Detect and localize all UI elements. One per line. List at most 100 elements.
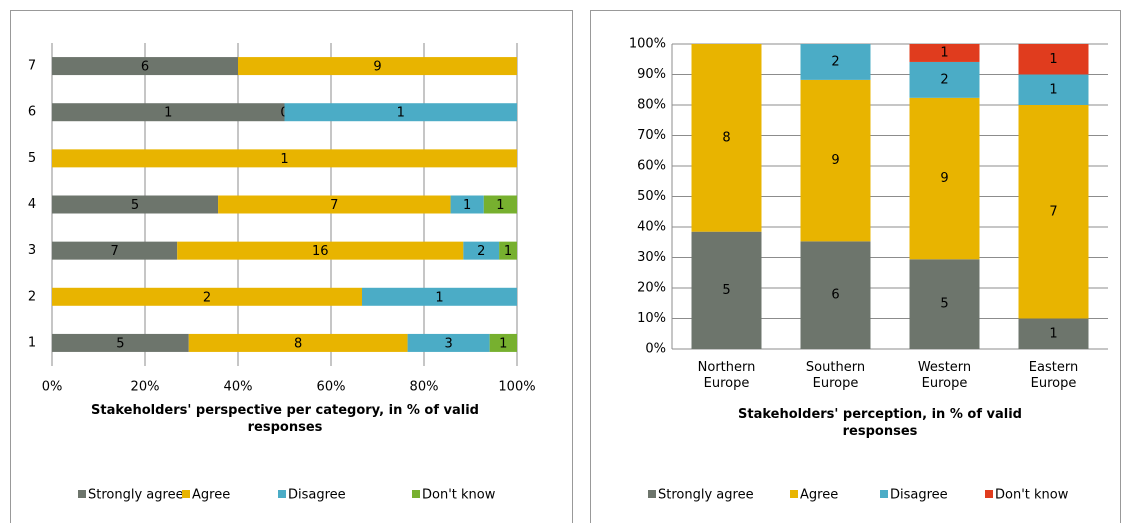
legend-swatch — [278, 490, 286, 498]
y-tick-label: 90% — [637, 67, 666, 82]
x-tick-label: Western Europe — [917, 360, 972, 391]
bar-segment — [1018, 105, 1089, 319]
legend-label: Don't know — [422, 488, 496, 503]
chart-title: Stakeholders' perception, in % of valid … — [738, 407, 1022, 439]
y-tick-label: 2 — [28, 289, 36, 304]
bar-segment — [691, 231, 762, 349]
bar-segment — [800, 44, 871, 80]
bar-segment — [909, 61, 980, 98]
data-label: 2 — [203, 290, 211, 305]
bar-segment — [909, 97, 980, 260]
y-tick-label: 4 — [28, 197, 36, 212]
data-label: 3 — [444, 336, 452, 351]
bar-segment — [1018, 44, 1089, 75]
y-tick-label: 3 — [28, 243, 36, 258]
data-label: 5 — [131, 198, 139, 213]
data-label: 1 — [940, 45, 948, 60]
x-tick-label: 80% — [410, 380, 439, 395]
data-label: 1 — [435, 290, 443, 305]
bar-segment — [800, 241, 871, 349]
bar-segment — [407, 333, 490, 352]
bar-segment — [52, 103, 285, 122]
legend-label: Strongly agree — [88, 488, 184, 503]
bar-segment — [909, 44, 980, 62]
y-tick-label: 5 — [28, 151, 36, 166]
x-tick-label: Southern Europe — [805, 360, 866, 391]
data-label: 1 — [1049, 52, 1057, 67]
data-label: 1 — [397, 106, 405, 121]
data-label: 1 — [1049, 82, 1057, 97]
bar-segment — [52, 241, 178, 260]
legend-label: Agree — [192, 488, 230, 503]
bar-segment — [52, 57, 238, 76]
bar-segment — [52, 287, 362, 306]
data-label: 5 — [722, 283, 730, 298]
y-tick-label: 10% — [637, 311, 666, 326]
data-label: 8 — [294, 336, 302, 351]
x-tick-label: 20% — [131, 380, 160, 395]
y-tick-label: 6 — [28, 105, 36, 120]
legend-label: Disagree — [890, 488, 948, 503]
legend-label: Don't know — [995, 488, 1069, 503]
bar-segment — [450, 195, 484, 214]
legend-swatch — [182, 490, 190, 498]
bar-segment — [691, 44, 762, 232]
bar-segment — [218, 195, 451, 214]
x-tick-label: 100% — [498, 380, 535, 395]
y-tick-label: 60% — [637, 159, 666, 174]
x-tick-label: 40% — [224, 380, 253, 395]
data-label: 1 — [499, 336, 507, 351]
data-label: 1 — [1049, 326, 1057, 341]
legend-swatch — [412, 490, 420, 498]
bar-segment — [483, 195, 517, 214]
bar-segment — [909, 259, 980, 349]
bar-segment — [1018, 74, 1089, 105]
data-label: 16 — [312, 244, 329, 259]
bar-segment — [489, 333, 517, 352]
bar-segment — [800, 79, 871, 242]
data-label: 7 — [1049, 204, 1057, 219]
legend-swatch — [790, 490, 798, 498]
y-tick-label: 50% — [637, 189, 666, 204]
legend-label: Strongly agree — [658, 488, 754, 503]
data-label: 1 — [504, 244, 512, 259]
data-label: 2 — [940, 72, 948, 87]
data-label: 6 — [141, 60, 149, 75]
panel-frame — [10, 10, 573, 523]
chart-title: Stakeholders' perspective per category, … — [91, 403, 479, 435]
y-tick-label: 30% — [637, 250, 666, 265]
y-tick-label: 7 — [28, 59, 36, 74]
data-label: 1 — [496, 198, 504, 213]
bar-segment — [52, 333, 189, 352]
bar-segment — [177, 241, 464, 260]
data-label: 6 — [831, 288, 839, 303]
y-tick-label: 70% — [637, 128, 666, 143]
bar-segment — [52, 149, 517, 168]
legend-swatch — [78, 490, 86, 498]
y-tick-label: 100% — [629, 37, 666, 52]
panel-frame — [590, 10, 1121, 523]
legend-swatch — [880, 490, 888, 498]
bar-segment — [499, 241, 517, 260]
data-label: 2 — [477, 244, 485, 259]
bar-segment — [188, 333, 408, 352]
bar-segment — [52, 195, 219, 214]
data-label: 5 — [116, 336, 124, 351]
bar-segment — [362, 287, 517, 306]
legend-swatch — [648, 490, 656, 498]
legend-swatch — [985, 490, 993, 498]
data-label: 8 — [722, 130, 730, 145]
data-label: 7 — [330, 198, 338, 213]
data-label: 9 — [831, 153, 839, 168]
legend-label: Disagree — [288, 488, 346, 503]
bar-segment — [284, 103, 517, 122]
data-label: 1 — [164, 106, 172, 121]
y-tick-label: 1 — [28, 335, 36, 350]
bar-segment — [238, 57, 517, 76]
legend-label: Agree — [800, 488, 838, 503]
data-label: 1 — [280, 152, 288, 167]
data-label: 9 — [940, 171, 948, 186]
x-tick-label: 60% — [317, 380, 346, 395]
